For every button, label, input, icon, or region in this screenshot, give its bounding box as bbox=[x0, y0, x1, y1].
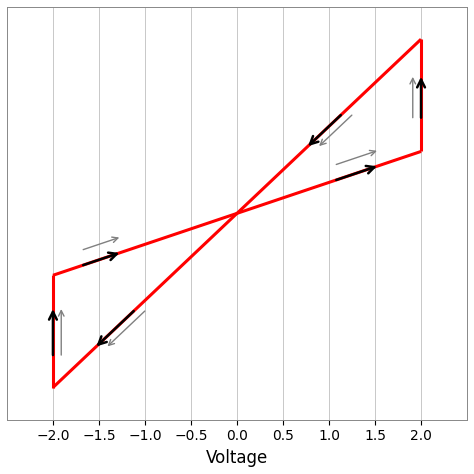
X-axis label: Voltage: Voltage bbox=[206, 449, 268, 467]
